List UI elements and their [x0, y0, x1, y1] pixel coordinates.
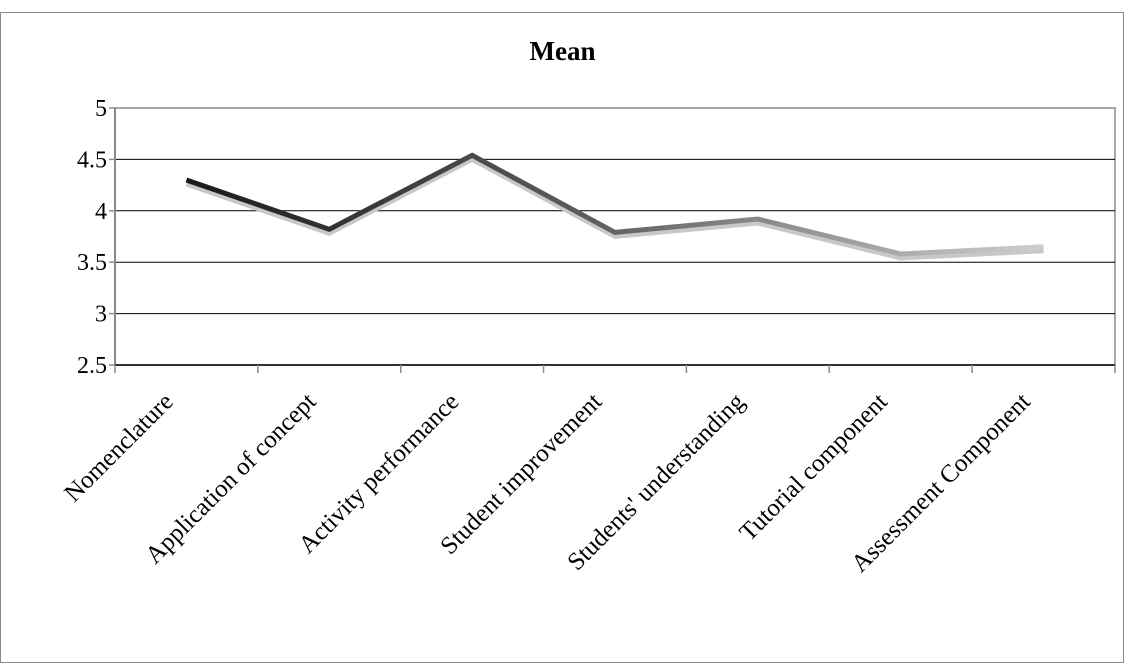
- y-tick-label: 3.5: [77, 250, 107, 276]
- y-tick-label: 4: [95, 199, 107, 225]
- y-tick-label: 4.5: [77, 147, 107, 173]
- series-line-shadow: [185, 156, 1044, 261]
- y-tick-label: 3: [95, 302, 107, 328]
- chart-frame: [0, 12, 1124, 663]
- y-tick-label: 5: [95, 96, 107, 122]
- y-tick-label: 2.5: [77, 353, 107, 379]
- x-tick-label: Activity performance: [294, 388, 465, 559]
- x-tick-label: Tutorial component: [735, 388, 893, 546]
- x-tick-label: Nomenclature: [59, 388, 178, 507]
- chart-title: Mean: [529, 36, 596, 66]
- series-line: [185, 152, 1044, 257]
- x-tick-label: Student improvement: [435, 388, 607, 560]
